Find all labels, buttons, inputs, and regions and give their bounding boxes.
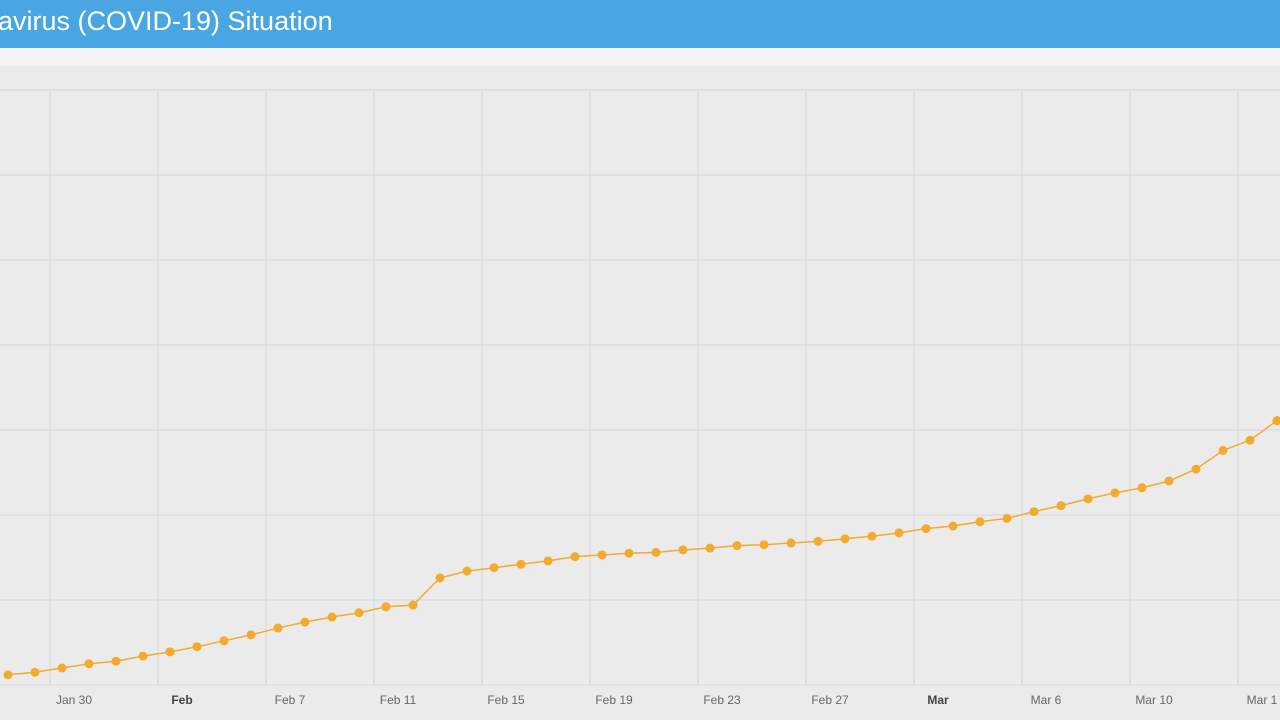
point — [705, 543, 715, 553]
point — [597, 550, 607, 560]
point — [165, 647, 175, 657]
x-tick-label: Feb 23 — [703, 693, 741, 707]
point — [516, 559, 526, 569]
point — [786, 538, 796, 548]
point — [354, 608, 364, 618]
point — [543, 556, 553, 566]
x-tick-label: Mar 6 — [1031, 693, 1062, 707]
point — [1245, 435, 1255, 445]
x-tick-label: Mar 1 — [1247, 693, 1278, 707]
point — [840, 534, 850, 544]
point — [1191, 464, 1201, 474]
point — [570, 552, 580, 562]
point — [219, 636, 229, 646]
point — [1056, 501, 1066, 511]
point — [111, 656, 121, 666]
x-tick-label: Mar — [927, 693, 949, 707]
point — [921, 524, 931, 534]
point — [867, 531, 877, 541]
point — [1110, 488, 1120, 498]
point — [975, 517, 985, 527]
point — [1002, 513, 1012, 523]
header-title: avirus (COVID-19) Situation — [0, 6, 333, 36]
point — [1218, 445, 1228, 455]
x-tick-label: Mar 10 — [1135, 693, 1173, 707]
point — [678, 545, 688, 555]
line — [7, 420, 1278, 676]
x-tick-label: Jan 30 — [56, 693, 92, 707]
point — [813, 536, 823, 546]
point — [57, 663, 67, 673]
x-tick-label: Feb 15 — [487, 693, 525, 707]
point — [3, 670, 13, 680]
x-tick-label: Feb 11 — [380, 693, 417, 707]
point — [462, 566, 472, 576]
point — [894, 528, 904, 538]
point — [1029, 507, 1039, 517]
x-tick-label: Feb 7 — [275, 693, 306, 707]
header-bar: avirus (COVID-19) Situation — [0, 0, 1280, 48]
point — [948, 521, 958, 531]
point — [435, 573, 445, 583]
point — [1164, 476, 1174, 486]
toolbar-strip — [0, 48, 1280, 66]
point — [624, 548, 634, 558]
point — [327, 612, 337, 622]
point — [1137, 483, 1147, 493]
point — [732, 541, 742, 551]
point — [759, 540, 769, 550]
x-tick-label: Feb — [171, 693, 192, 707]
point — [489, 563, 499, 573]
point — [192, 642, 202, 652]
point — [138, 651, 148, 661]
point — [246, 630, 256, 640]
point — [381, 602, 391, 612]
x-tick-label: Feb 19 — [595, 693, 633, 707]
point — [1083, 494, 1093, 504]
point — [408, 600, 418, 610]
point — [651, 547, 661, 557]
point — [30, 667, 40, 677]
point — [84, 659, 94, 669]
point — [1272, 416, 1280, 426]
x-tick-label: Feb 27 — [811, 693, 849, 707]
point — [300, 617, 310, 627]
point — [273, 623, 283, 633]
